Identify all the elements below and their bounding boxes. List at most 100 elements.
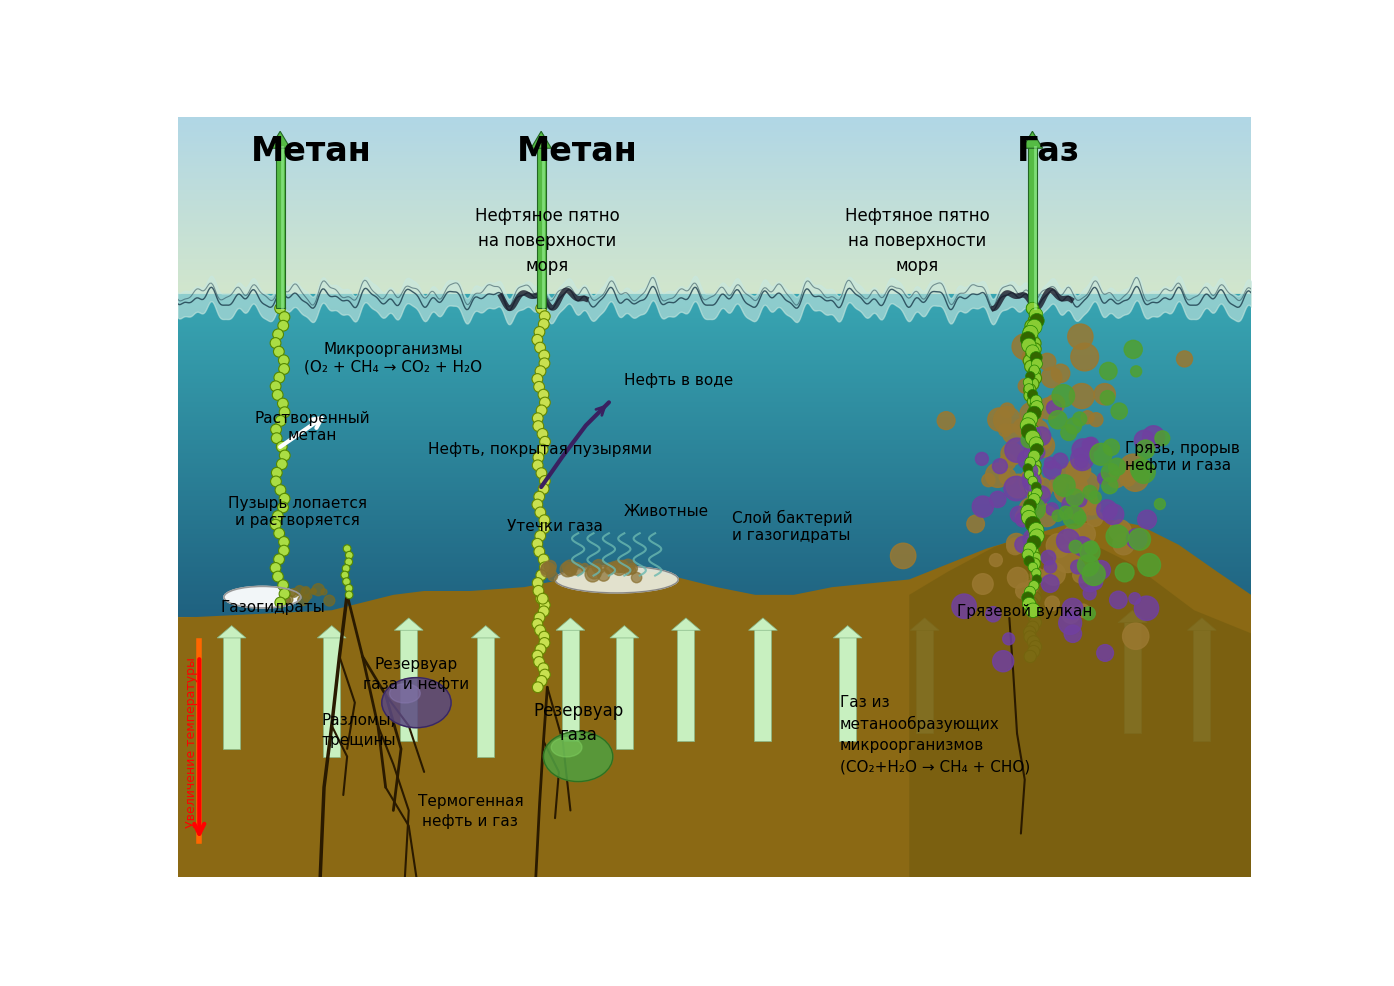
Circle shape	[1026, 332, 1037, 344]
Circle shape	[1027, 646, 1040, 658]
Text: Газ из
метанообразующих
микроорганизмов
(СО₂+Н₂О → СН₄ + СНО): Газ из метанообразующих микроорганизмов …	[841, 694, 1030, 774]
Circle shape	[1029, 494, 1041, 507]
Circle shape	[1025, 581, 1039, 594]
Circle shape	[1089, 413, 1103, 427]
Circle shape	[1029, 477, 1037, 486]
Circle shape	[1025, 587, 1036, 598]
Circle shape	[279, 589, 290, 599]
Circle shape	[1029, 437, 1040, 449]
Polygon shape	[318, 626, 346, 638]
Circle shape	[1050, 477, 1066, 493]
Circle shape	[298, 596, 308, 606]
Circle shape	[533, 651, 542, 662]
Circle shape	[1138, 511, 1157, 529]
Circle shape	[537, 594, 548, 604]
Circle shape	[1026, 583, 1037, 595]
Circle shape	[1101, 464, 1119, 482]
Circle shape	[1029, 315, 1041, 326]
Circle shape	[1068, 505, 1083, 521]
Circle shape	[1030, 395, 1041, 407]
Circle shape	[972, 497, 994, 518]
Circle shape	[1044, 458, 1055, 469]
Circle shape	[1061, 425, 1076, 441]
Circle shape	[1034, 433, 1051, 451]
Circle shape	[541, 563, 556, 578]
Circle shape	[1027, 407, 1041, 421]
Circle shape	[537, 405, 546, 416]
Circle shape	[1100, 363, 1117, 381]
Circle shape	[537, 445, 548, 456]
Circle shape	[1026, 425, 1039, 437]
Circle shape	[592, 560, 606, 574]
Polygon shape	[395, 618, 424, 631]
Circle shape	[1029, 593, 1041, 604]
Circle shape	[539, 632, 549, 642]
Circle shape	[1019, 498, 1044, 523]
Circle shape	[1072, 440, 1094, 461]
Circle shape	[1020, 505, 1034, 520]
Text: Газ: Газ	[1018, 135, 1080, 168]
Circle shape	[560, 563, 574, 577]
Circle shape	[1057, 529, 1080, 553]
Polygon shape	[531, 132, 552, 149]
Polygon shape	[616, 638, 633, 749]
Circle shape	[622, 560, 634, 573]
Circle shape	[1154, 499, 1165, 510]
Circle shape	[1023, 500, 1037, 513]
Circle shape	[981, 474, 995, 487]
Circle shape	[1015, 513, 1030, 528]
Circle shape	[1073, 568, 1087, 584]
Polygon shape	[677, 630, 694, 741]
Circle shape	[1043, 461, 1061, 479]
Circle shape	[539, 524, 549, 534]
Circle shape	[1082, 607, 1096, 620]
Circle shape	[631, 573, 641, 583]
Circle shape	[538, 606, 549, 617]
Circle shape	[1073, 495, 1092, 513]
Circle shape	[1006, 533, 1026, 554]
Circle shape	[1071, 486, 1093, 509]
Circle shape	[1027, 636, 1040, 649]
Circle shape	[585, 567, 601, 583]
Circle shape	[587, 564, 602, 580]
Text: Утечки газа: Утечки газа	[507, 519, 604, 533]
Circle shape	[1022, 511, 1037, 526]
Circle shape	[1025, 631, 1036, 644]
Circle shape	[1023, 448, 1036, 460]
Circle shape	[279, 451, 290, 461]
Circle shape	[1027, 546, 1039, 559]
Circle shape	[1027, 536, 1041, 550]
Circle shape	[1026, 500, 1039, 513]
Circle shape	[627, 566, 636, 575]
Circle shape	[1025, 464, 1037, 477]
Circle shape	[275, 598, 286, 608]
Circle shape	[1022, 593, 1034, 604]
Circle shape	[272, 511, 283, 522]
Circle shape	[1015, 510, 1032, 526]
Circle shape	[279, 407, 290, 418]
Circle shape	[273, 572, 283, 583]
Polygon shape	[672, 618, 700, 631]
Circle shape	[1023, 514, 1039, 528]
Circle shape	[272, 433, 282, 444]
Circle shape	[1135, 431, 1154, 451]
Circle shape	[1046, 597, 1059, 610]
Polygon shape	[839, 638, 856, 741]
Circle shape	[1029, 438, 1043, 452]
Circle shape	[534, 327, 545, 338]
Polygon shape	[749, 618, 778, 631]
Circle shape	[1072, 472, 1098, 499]
Circle shape	[1029, 581, 1039, 591]
Circle shape	[1032, 569, 1041, 579]
Ellipse shape	[551, 738, 581, 757]
Circle shape	[952, 595, 976, 619]
Circle shape	[1041, 575, 1059, 593]
Circle shape	[1135, 597, 1158, 621]
Circle shape	[999, 403, 1015, 418]
Circle shape	[277, 321, 289, 331]
Circle shape	[1073, 508, 1087, 521]
Circle shape	[1025, 483, 1037, 495]
Circle shape	[1061, 465, 1080, 484]
Circle shape	[1027, 558, 1040, 571]
Circle shape	[535, 594, 546, 604]
